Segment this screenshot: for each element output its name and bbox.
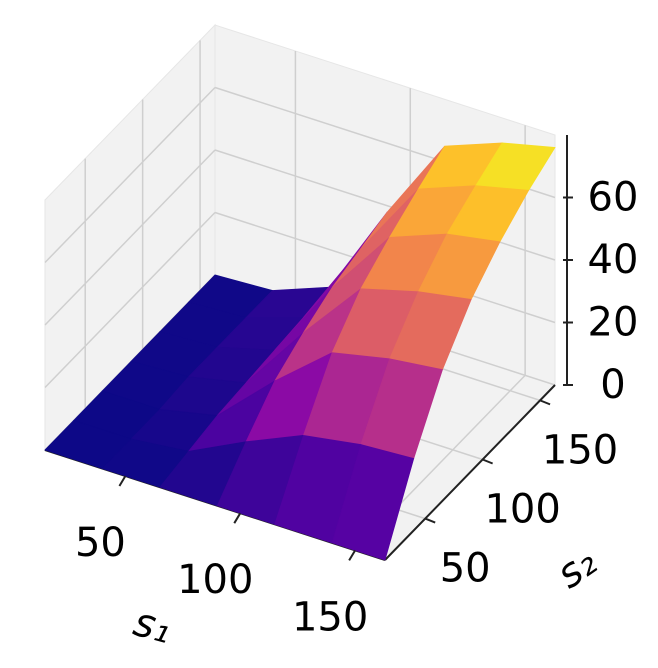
y-axis-label: s₂ xyxy=(549,539,606,598)
y-tick xyxy=(424,517,436,524)
grid-line xyxy=(44,211,216,389)
grid-line xyxy=(44,86,216,264)
y-tick xyxy=(482,458,494,465)
y-tick xyxy=(539,399,551,406)
z-tick-label: 60 xyxy=(588,175,639,221)
y-tick-label: 150 xyxy=(542,427,618,473)
z-tick-label: 0 xyxy=(600,362,625,408)
x-tick-label: 100 xyxy=(177,557,253,603)
x-tick-label: 50 xyxy=(75,520,126,566)
x-tick xyxy=(233,512,242,524)
y-tick-label: 100 xyxy=(484,486,560,532)
z-tick-label: 40 xyxy=(588,237,639,283)
x-axis-label: s₁ xyxy=(129,599,177,653)
y-axis xyxy=(384,384,556,561)
x-tick xyxy=(348,549,356,561)
z-tick-label: 20 xyxy=(588,300,639,346)
surface-cell xyxy=(331,444,415,561)
x-tick xyxy=(118,475,127,487)
y-tick-label: 50 xyxy=(440,546,491,592)
grid-line xyxy=(44,149,216,326)
x-tick-label: 150 xyxy=(292,594,368,640)
